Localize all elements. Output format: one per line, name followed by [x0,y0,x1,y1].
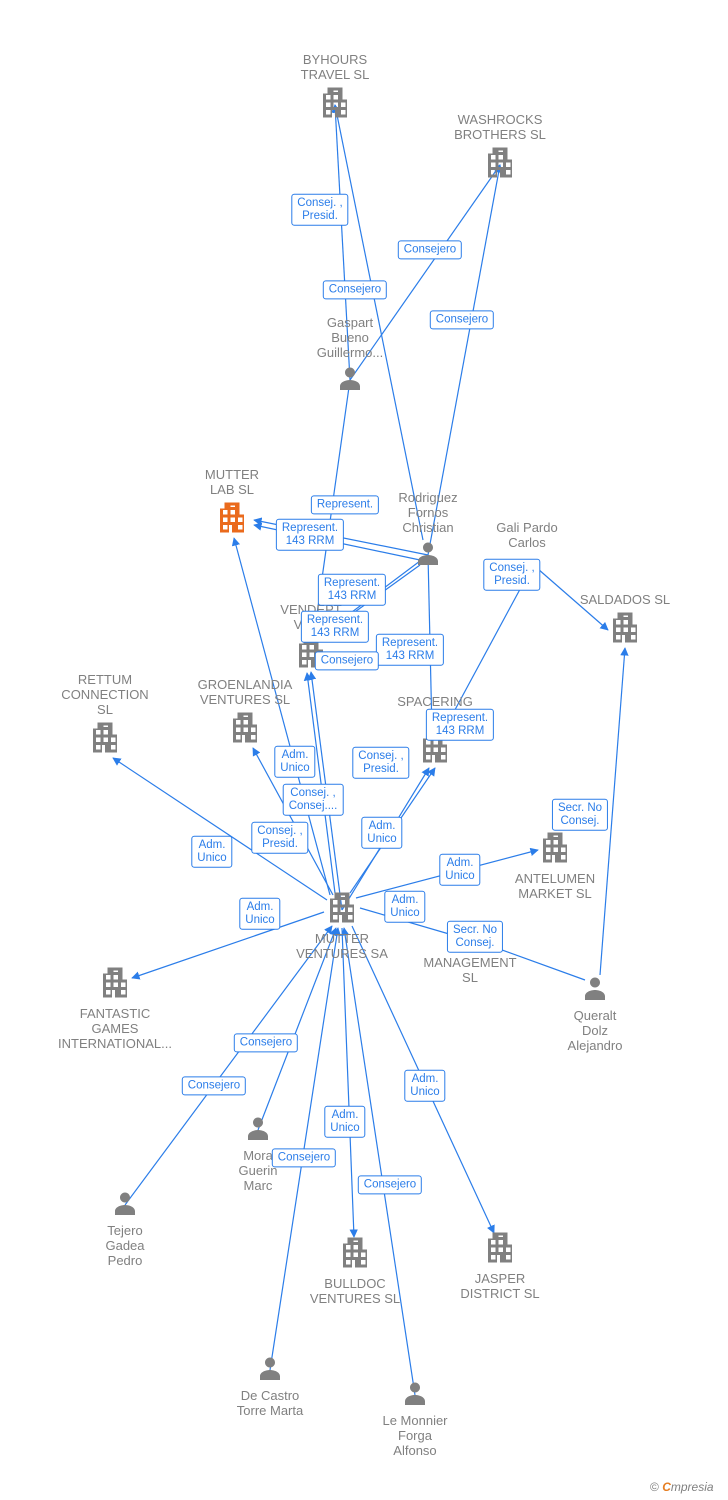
edge [342,768,429,910]
edge [600,648,625,975]
brand-rest: mpresia [671,1480,714,1494]
edge [344,928,415,1395]
edge [428,555,432,732]
edge [320,555,428,636]
edge [530,562,608,630]
edge [350,768,435,893]
edge [234,538,330,895]
edge [253,748,333,895]
edge [258,928,336,1130]
edge [335,105,423,540]
edge [360,908,456,936]
copyright-symbol: © [650,1480,659,1494]
copyright: © Cmpresia [650,1480,714,1494]
edge [254,525,420,560]
edge [428,165,500,555]
edge [270,928,338,1370]
edge [342,928,354,1237]
edge [311,672,342,910]
edge [443,580,525,732]
edge [125,926,332,1205]
brand-initial: C [662,1480,671,1494]
edge [314,380,350,635]
edge [132,912,324,978]
edge [350,165,500,380]
edge [316,565,420,640]
edge [335,105,350,380]
edge [113,758,327,900]
edge [356,850,538,898]
edge [480,942,585,980]
graph-canvas [0,0,728,1500]
edge [352,926,494,1233]
edge [254,520,428,555]
